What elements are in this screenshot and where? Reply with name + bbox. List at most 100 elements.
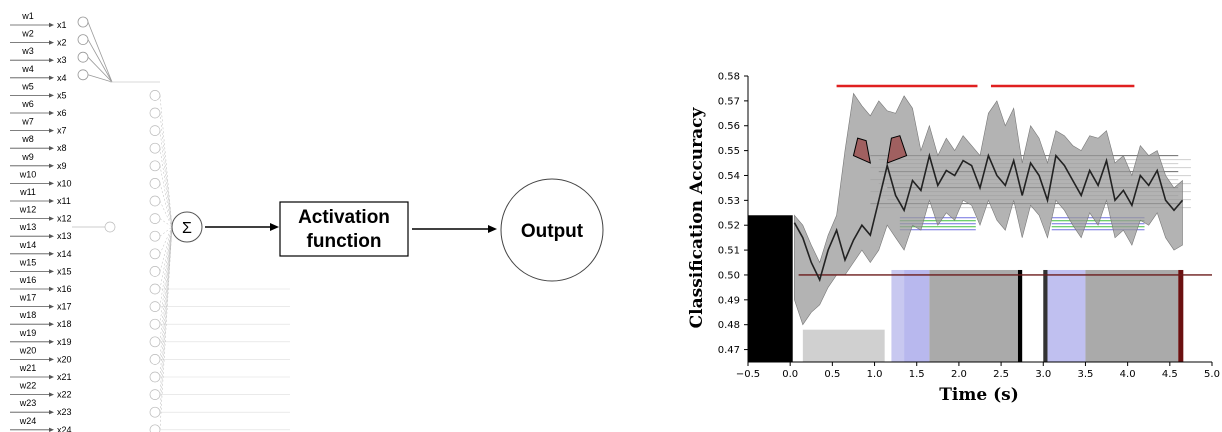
input-connection	[159, 226, 173, 325]
input-row: w24 x24	[10, 416, 72, 432]
artifact-block	[1085, 269, 1179, 362]
accuracy-line	[793, 152, 1212, 283]
accuracy-chart: 0.47 0.48 0.49 0.50 0.51 0.52 0.53 0.54 0.55 0.56…	[687, 72, 1220, 406]
weight-arrowhead	[49, 339, 54, 344]
weight-label: w3	[21, 46, 34, 56]
input-row: w14 x14	[10, 240, 72, 259]
input-connection	[159, 183, 173, 228]
weight-arrowhead	[49, 198, 54, 204]
weight-label: w18	[19, 310, 37, 320]
input-node	[77, 34, 89, 45]
input-row: w2 x2	[10, 29, 89, 48]
activation-label-line2: function	[307, 231, 382, 252]
weight-arrowhead	[49, 234, 54, 239]
input-connection	[159, 165, 173, 228]
activation-to-output-arrow	[412, 225, 497, 233]
sum-node: Σ	[171, 211, 203, 243]
input-node	[77, 69, 89, 81]
input-connection	[159, 148, 173, 228]
input-node	[77, 16, 89, 28]
input-label: x8	[57, 143, 67, 153]
input-row: w10 x10	[10, 169, 72, 188]
input-connection	[159, 226, 173, 378]
weight-arrowhead	[49, 251, 54, 256]
input-row: w12 x12	[10, 205, 72, 224]
input-connection	[159, 130, 173, 228]
weight-arrowhead	[49, 357, 54, 362]
input-row: w15 x15	[10, 257, 72, 276]
input-label: x12	[57, 214, 72, 224]
weight-arrowhead	[49, 322, 54, 327]
artifact-block	[891, 269, 905, 362]
input-node	[149, 266, 161, 277]
x-tick-label: 3.5	[1078, 369, 1094, 380]
input-row: w6 x6	[10, 99, 67, 118]
input-label: x14	[57, 249, 72, 259]
input-row: w17 x17	[10, 293, 72, 312]
input-node	[149, 406, 161, 418]
input-row: w21 x21	[10, 363, 72, 382]
y-tick-label: 0.58	[718, 72, 740, 83]
input-label: x7	[57, 126, 67, 136]
y-tick-label: 0.50	[718, 270, 740, 281]
output-node: Output	[500, 178, 604, 282]
artifact-block	[1178, 269, 1184, 362]
x-tick-label: 0.5	[824, 369, 840, 380]
weight-arrowhead	[49, 181, 54, 186]
artifact-block	[1017, 269, 1023, 362]
input-connection	[159, 226, 173, 290]
input-label: x19	[57, 337, 72, 347]
input-node	[149, 354, 161, 365]
weight-arrowhead	[49, 163, 54, 168]
input-row: w5 x5	[10, 81, 67, 100]
weight-arrowhead	[49, 40, 54, 45]
weight-arrowhead	[49, 410, 54, 415]
input-node	[149, 142, 161, 154]
x-tick-label: 2.5	[993, 369, 1009, 380]
sum-symbol: Σ	[182, 220, 192, 237]
artifact-block	[1047, 269, 1086, 362]
artifact-block	[929, 269, 1018, 362]
input-label: x18	[57, 319, 72, 329]
input-label: x1	[57, 20, 67, 30]
input-label: x16	[57, 284, 72, 294]
y-tick-label: 0.51	[718, 246, 740, 257]
input-connections	[72, 21, 290, 432]
weight-label: w4	[21, 64, 34, 74]
weight-arrowhead	[49, 110, 54, 116]
significant-peak	[852, 137, 871, 164]
y-tick-label: 0.57	[718, 96, 740, 107]
input-label: x17	[57, 302, 72, 312]
weight-arrowhead	[49, 304, 54, 309]
input-connection	[159, 226, 173, 237]
input-label: x11	[57, 196, 71, 206]
input-label: x23	[57, 407, 72, 417]
input-node	[149, 90, 161, 101]
weight-arrowhead	[49, 374, 54, 380]
weight-label: w2	[21, 29, 34, 39]
x-tick-label: 0.0	[782, 369, 798, 380]
weight-label: w8	[21, 134, 34, 144]
y-tick-label: 0.47	[718, 345, 740, 356]
input-row: w20 x20	[10, 345, 72, 364]
accuracy-series-line	[793, 152, 1184, 283]
weight-label: w21	[19, 363, 37, 373]
weight-label: w14	[19, 240, 37, 250]
input-row: w8 x8	[10, 134, 67, 153]
weight-label: w9	[21, 152, 34, 162]
x-tick-label: 4.5	[1162, 369, 1178, 380]
input-row: w9 x9	[10, 152, 67, 171]
weight-arrowhead	[49, 22, 54, 28]
weight-arrowhead	[49, 392, 54, 397]
input-list: w1 x1 w2 x2 w3 x3 w4 x4 w5 x5 w6 x6 w7 x7 w8 x8 w9 x9 w10 x…	[10, 11, 89, 432]
x-tick-label: 1.0	[867, 369, 883, 380]
y-tick-label: 0.53	[718, 196, 740, 207]
weight-label: w22	[19, 381, 37, 391]
y-tick-label: 0.49	[718, 295, 740, 306]
weight-label: w5	[21, 81, 34, 91]
input-node	[149, 336, 161, 348]
input-node	[149, 424, 161, 432]
input-node	[149, 160, 161, 172]
input-row: w4 x4	[10, 64, 89, 83]
